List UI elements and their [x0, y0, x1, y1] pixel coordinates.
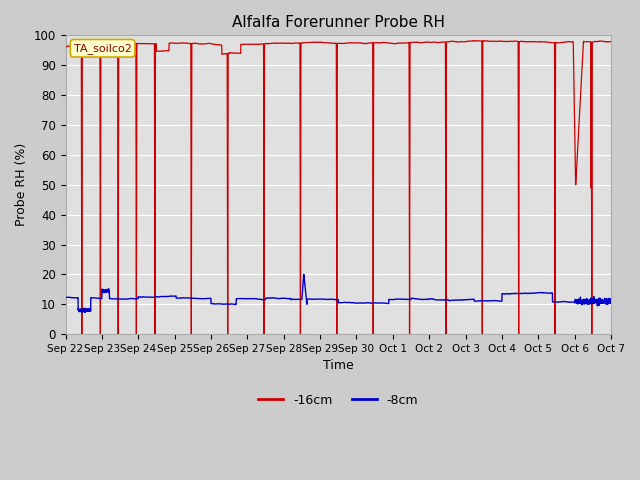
Text: TA_soilco2: TA_soilco2: [74, 43, 132, 54]
Title: Alfalfa Forerunner Probe RH: Alfalfa Forerunner Probe RH: [232, 15, 445, 30]
X-axis label: Time: Time: [323, 360, 354, 372]
Y-axis label: Probe RH (%): Probe RH (%): [15, 143, 28, 227]
Legend: -16cm, -8cm: -16cm, -8cm: [253, 389, 423, 411]
